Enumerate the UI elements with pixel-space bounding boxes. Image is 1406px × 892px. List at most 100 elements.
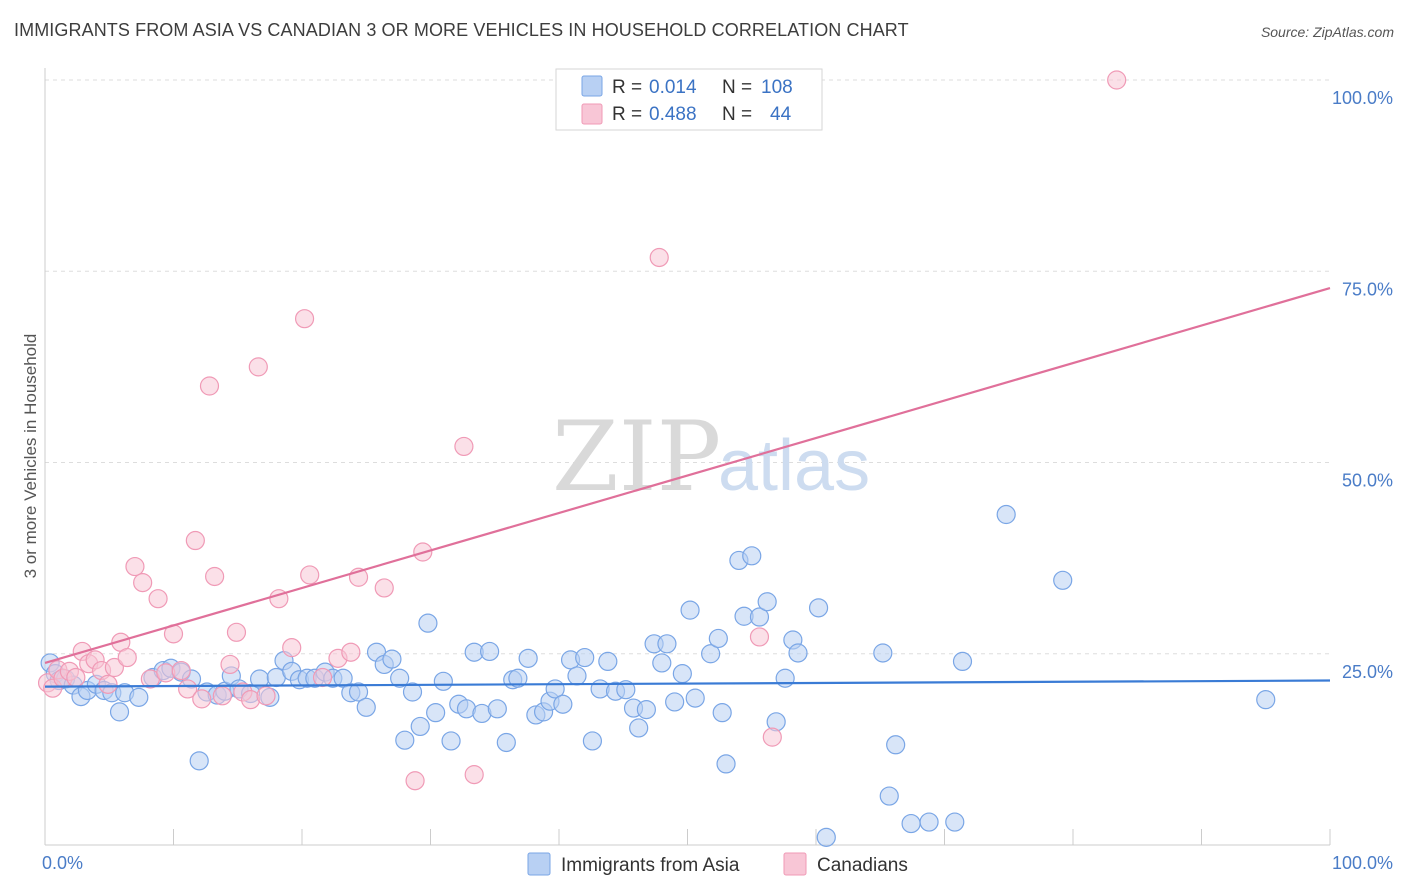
asia-point-67 [575,647,595,668]
canadians-point-41 [374,578,394,598]
asia-point-100 [886,735,906,755]
stats-r-label-asia: R = [612,77,642,98]
x-tick-labels: 0.0% 100.0% [42,853,1393,873]
canadians-point-17 [148,589,168,609]
asia-point-99 [879,786,899,806]
canadians-point-42 [405,771,425,791]
canadians-point-49 [1107,70,1127,90]
source-label: Source: ZipAtlas.com [1260,24,1394,40]
canadians-point-35 [294,309,315,329]
canadians-point-21 [178,679,198,699]
stats-n-label-canadians: N = [722,104,752,125]
asia-point-95 [788,643,808,663]
asia-point-97 [816,827,836,847]
stats-r-value-canadians: 0.488 [649,104,697,125]
asia-point-59 [518,648,538,668]
grid-lines [45,79,1330,655]
canadians-point-44 [454,436,474,457]
asia-point-56 [496,732,516,753]
asia-point-41 [382,649,402,669]
asia-point-46 [418,613,438,633]
asia-point-82 [685,688,705,708]
asia-point-84 [708,628,728,649]
asia-point-54 [480,641,500,662]
asia-point-45 [410,716,430,737]
asia-point-80 [672,664,692,684]
asia-point-98 [873,643,893,663]
canadians-point-13 [117,647,137,668]
series-immigrants-from-asia [40,504,1276,847]
stats-n-label-asia: N = [722,77,752,98]
canadians-point-23 [192,689,212,709]
canadians-point-24 [199,376,220,396]
canadians-point-46 [649,247,669,268]
y-tick-labels: 25.0% 50.0% 75.0% 100.0% [1332,88,1393,682]
canadians-point-26 [212,686,232,706]
asia-point-43 [395,730,415,750]
asia-point-96 [808,598,829,618]
asia-point-105 [996,504,1016,525]
watermark-atlas: atlas [718,426,870,506]
canadians-point-10 [98,674,118,694]
y-tick-label-3: 100.0% [1332,88,1393,108]
legend-swatch-canadians [783,852,807,876]
stats-swatch-asia [581,75,603,97]
asia-point-38 [356,697,376,717]
y-tick-label-0: 25.0% [1342,662,1393,682]
canadians-point-45 [464,765,484,785]
canadians-point-28 [226,622,247,642]
asia-point-66 [567,666,587,686]
canadians-point-11 [104,657,124,678]
canadians-point-32 [256,686,276,706]
canadians-point-22 [185,530,205,551]
trend-line-canadians [44,287,1331,664]
legend-swatch-asia [527,852,551,876]
asia-point-89 [742,546,762,566]
y-axis-label: 3 or more Vehicles in Household [21,334,40,579]
y-tick-label-2: 75.0% [1342,279,1393,299]
asia-point-93 [775,668,795,688]
asia-point-44 [402,682,423,702]
canadians-point-27 [220,654,240,675]
series-canadians [37,70,1127,791]
asia-point-101 [901,813,921,834]
asia-point-70 [598,651,618,672]
asia-point-42 [390,668,410,688]
asia-point-79 [665,692,685,712]
legend: Immigrants from Asia Canadians [527,852,908,876]
stats-r-label-canadians: R = [612,104,642,125]
asia-point-107 [1256,690,1276,710]
asia-point-81 [680,600,700,620]
asia-point-47 [426,703,446,723]
axes [44,68,1331,846]
asia-point-74 [629,718,649,738]
stats-r-value-asia: 0.014 [649,77,697,98]
asia-point-90 [749,607,770,627]
asia-point-64 [553,694,573,714]
asia-point-37 [348,682,369,702]
stats-n-value-asia: 108 [761,77,793,98]
canadians-point-5 [66,667,86,688]
asia-point-10 [109,702,130,722]
asia-point-75 [636,699,656,720]
stats-n-value-canadians: 44 [770,104,792,125]
asia-point-85 [712,703,732,723]
asia-point-49 [441,731,461,751]
trend-line-asia [44,679,1331,688]
asia-point-55 [487,699,507,719]
asia-point-104 [952,651,973,672]
x-tick-label-max: 100.0% [1332,853,1393,873]
y-tick-label-1: 50.0% [1342,471,1393,491]
asia-point-83 [701,644,721,664]
asia-point-102 [919,812,939,832]
stats-swatch-canadians [581,103,603,125]
canadians-point-25 [205,566,225,587]
chart-title: IMMIGRANTS FROM ASIA VS CANADIAN 3 OR MO… [14,20,909,40]
asia-point-77 [652,653,672,673]
asia-point-86 [716,754,736,774]
asia-point-58 [508,668,528,688]
stats-box: R = 0.014 N = 108 R = 0.488 N = 44 [555,68,823,131]
legend-label-asia: Immigrants from Asia [561,855,740,876]
canadians-point-47 [749,627,770,647]
